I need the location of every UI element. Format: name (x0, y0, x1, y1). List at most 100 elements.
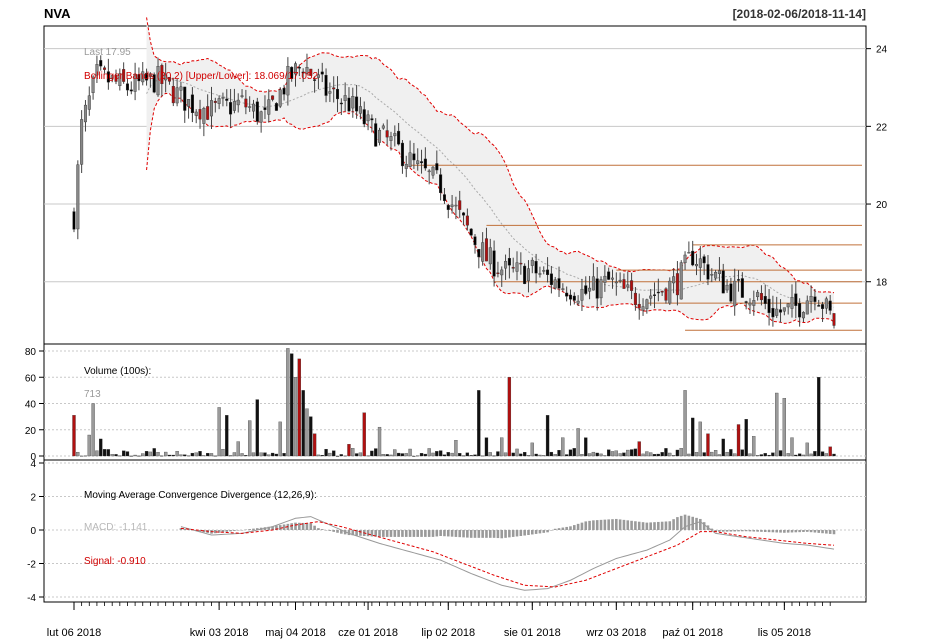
macd-histogram-bar (561, 527, 565, 530)
macd-histogram-bar (324, 530, 328, 531)
candle-body (492, 250, 496, 277)
candle-body (607, 271, 611, 280)
macd-histogram-bar (630, 520, 633, 530)
candle-body (202, 108, 206, 124)
volume-bar (343, 455, 347, 457)
candle-body (507, 258, 511, 266)
candle-body (187, 99, 191, 107)
candle-body (481, 242, 485, 262)
candle-body (225, 98, 229, 101)
candle-body (683, 254, 687, 264)
macd-histogram-bar (488, 530, 492, 538)
candle-body (794, 293, 798, 306)
macd-histogram-bar (790, 530, 794, 533)
volume-bar (530, 442, 534, 457)
volume-bar (652, 454, 657, 457)
volume-bar (442, 454, 447, 457)
volume-bar (637, 441, 641, 457)
macd-histogram-bar (622, 519, 626, 530)
macd-histogram-bar (179, 528, 183, 530)
candle-body (645, 299, 649, 309)
x-tick-label: maj 04 2018 (265, 627, 326, 639)
macd-histogram-bar (653, 522, 656, 530)
volume-bar (91, 403, 95, 457)
volume-bar (374, 448, 378, 457)
candle-body (339, 102, 343, 105)
volume-bar (629, 449, 634, 457)
candle-body (610, 277, 614, 280)
candle-body (183, 86, 187, 111)
candle-body (347, 97, 351, 112)
candle-body (824, 298, 828, 309)
volume-bar (225, 415, 229, 457)
candle-body (313, 79, 317, 81)
candle-body (702, 256, 706, 264)
candle-body (744, 301, 748, 303)
candle-body (614, 281, 618, 284)
volume-bar (389, 454, 393, 457)
volume-bar (274, 453, 279, 457)
macd-histogram-bar (298, 522, 301, 530)
volume-bar (110, 454, 114, 457)
macd-tick-label: 0 (30, 526, 36, 537)
macd-histogram-bar (672, 519, 675, 530)
volume-bar (790, 437, 794, 457)
candle-body (366, 114, 370, 122)
candle-body (255, 101, 259, 122)
candle-body (240, 95, 244, 97)
volume-bar (255, 399, 259, 457)
volume-bar (492, 455, 496, 457)
candle-body (790, 297, 794, 309)
bband-upper (146, 17, 835, 294)
volume-bar (465, 452, 470, 457)
candle-body (206, 106, 210, 120)
candle-body (95, 64, 99, 76)
macd-histogram-bar (332, 530, 335, 532)
volume-bar (198, 451, 202, 457)
macd-histogram-bar (412, 530, 416, 537)
macd-histogram-bar (435, 530, 439, 537)
volume-bar (794, 454, 798, 457)
volume-bar (645, 451, 649, 457)
candle-body (72, 211, 76, 230)
candle-body (164, 74, 168, 81)
volume-bar (702, 452, 706, 457)
volume-bar (228, 455, 233, 457)
macd-histogram-bar (427, 530, 431, 537)
volume-tick-label: 40 (25, 400, 37, 411)
macd-histogram-bar (420, 530, 423, 537)
candle-body (336, 88, 340, 100)
candle-body (515, 262, 519, 272)
volume-bar (72, 415, 76, 457)
macd-histogram-bar (462, 530, 465, 538)
macd-histogram-bar (496, 530, 500, 539)
volume-bar (164, 451, 168, 457)
volume-bar (710, 451, 714, 457)
volume-bar (431, 452, 435, 457)
candle-body (534, 261, 538, 274)
volume-bar (446, 452, 450, 457)
candle-body (129, 89, 133, 92)
macd-histogram-bar (267, 526, 271, 530)
macd-histogram-bar (313, 525, 316, 530)
x-tick-label: sie 01 2018 (504, 627, 561, 639)
volume-bar (351, 448, 355, 457)
volume-bar (668, 452, 672, 457)
candle-body (408, 152, 412, 167)
volume-bar (160, 455, 164, 457)
candle-body (759, 293, 763, 301)
volume-bar (500, 437, 504, 457)
candle-body (675, 273, 679, 296)
x-tick-label: lip 02 2018 (421, 627, 475, 639)
macd-histogram-bar (202, 530, 206, 533)
candle-body (370, 118, 374, 121)
macd-histogram-bar (660, 521, 664, 530)
macd-histogram-bar (786, 530, 790, 533)
candle-body (553, 279, 557, 289)
volume-bar (305, 408, 309, 457)
macd-histogram-bar (576, 523, 580, 530)
volume-bar (309, 416, 313, 457)
candle-body (809, 295, 813, 302)
macd-histogram-bar (657, 521, 660, 530)
